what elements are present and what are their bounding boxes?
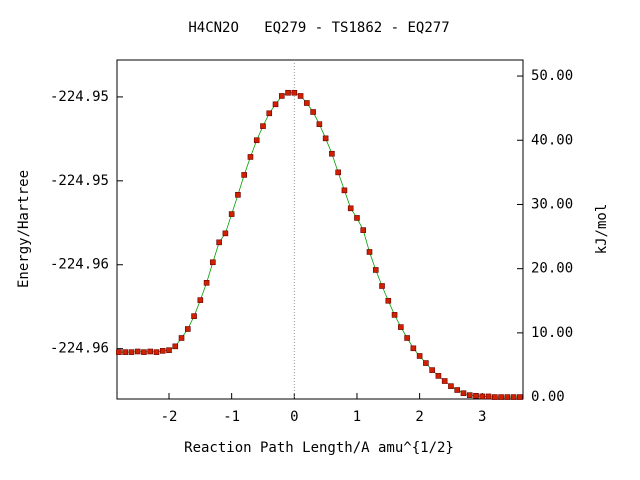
- data-point: [335, 169, 341, 176]
- data-point: [435, 373, 442, 379]
- x-axis-label: Reaction Path Length/A amu^{1/2}: [184, 440, 454, 456]
- data-point: [184, 326, 191, 332]
- data-point: [216, 239, 222, 246]
- data-point: [372, 267, 379, 273]
- data-point: [197, 297, 204, 303]
- data-point: [441, 378, 448, 384]
- data-point: [260, 123, 266, 129]
- data-point: [454, 387, 461, 393]
- data-point: [448, 383, 454, 389]
- data-point: [241, 172, 247, 178]
- y-tick-label: -224.95: [50, 89, 109, 105]
- data-point: [485, 393, 492, 400]
- x-tick-label: -2: [161, 409, 178, 425]
- data-point: [128, 349, 135, 355]
- data-point: [166, 347, 172, 354]
- data-point: [360, 227, 367, 233]
- y2-axis-label: kJ/mol: [594, 204, 610, 255]
- y2-tick-label: 30.00: [531, 196, 573, 212]
- data-point: [122, 349, 128, 355]
- plot-frame: [116, 59, 524, 400]
- data-point: [172, 343, 179, 350]
- data-point: [391, 312, 398, 318]
- x-tick-label: 0: [290, 409, 298, 425]
- data-point: [297, 93, 304, 99]
- data-point: [228, 211, 235, 217]
- data-point: [504, 394, 511, 400]
- y-axis-label: Energy/Hartree: [16, 170, 32, 288]
- data-point: [310, 109, 316, 115]
- data-point: [479, 393, 486, 400]
- chart-title: H4CN2O EQ279 - TS1862 - EQ277: [188, 20, 449, 36]
- data-point: [304, 100, 310, 106]
- y-tick-label: -224.95: [50, 173, 109, 189]
- data-point: [153, 349, 160, 355]
- data-point: [159, 348, 166, 354]
- y2-tick-label: 20.00: [531, 261, 573, 277]
- data-point: [253, 137, 260, 144]
- data-point: [247, 154, 254, 160]
- data-point: [498, 394, 504, 400]
- data-point: [379, 283, 385, 289]
- data-point: [134, 348, 141, 355]
- data-point: [147, 348, 154, 355]
- x-tick-label: -1: [223, 409, 240, 425]
- data-point: [460, 390, 467, 397]
- x-tick-label: 1: [353, 409, 361, 425]
- data-point: [429, 367, 435, 373]
- data-point: [492, 394, 498, 400]
- y-tick-label: -224.96: [50, 341, 109, 357]
- data-point: [203, 279, 210, 286]
- data-point: [510, 394, 517, 400]
- y-tick-label: -224.96: [50, 257, 109, 273]
- data-point: [210, 259, 216, 266]
- data-point: [322, 135, 329, 142]
- data-point: [366, 249, 373, 255]
- data-point: [141, 349, 147, 355]
- y2-tick-label: 50.00: [531, 68, 573, 84]
- data-point: [285, 89, 291, 96]
- data-point: [466, 392, 473, 398]
- y2-tick-label: 0.00: [531, 389, 565, 405]
- data-point: [404, 335, 410, 341]
- x-tick-label: 3: [478, 409, 486, 425]
- data-point: [222, 230, 229, 237]
- energy-line: [118, 92, 520, 398]
- data-point: [341, 187, 348, 194]
- data-point: [398, 324, 404, 330]
- data-point: [416, 353, 423, 359]
- data-point: [266, 110, 273, 117]
- x-tick-label: 2: [415, 409, 423, 425]
- data-point: [347, 205, 354, 212]
- data-point: [235, 192, 241, 198]
- data-point: [316, 121, 323, 128]
- data-point: [354, 215, 360, 221]
- y2-tick-label: 10.00: [531, 325, 573, 341]
- data-point: [191, 313, 197, 319]
- data-point: [385, 297, 392, 304]
- data-point: [517, 394, 523, 400]
- y2-tick-label: 40.00: [531, 132, 573, 148]
- data-point: [272, 101, 279, 108]
- data-point: [116, 349, 122, 355]
- data-point: [178, 335, 185, 341]
- data-point: [291, 89, 298, 96]
- data-point: [329, 150, 335, 157]
- data-point: [423, 360, 429, 366]
- data-point: [278, 93, 285, 99]
- data-point: [410, 345, 417, 352]
- data-point: [473, 392, 479, 399]
